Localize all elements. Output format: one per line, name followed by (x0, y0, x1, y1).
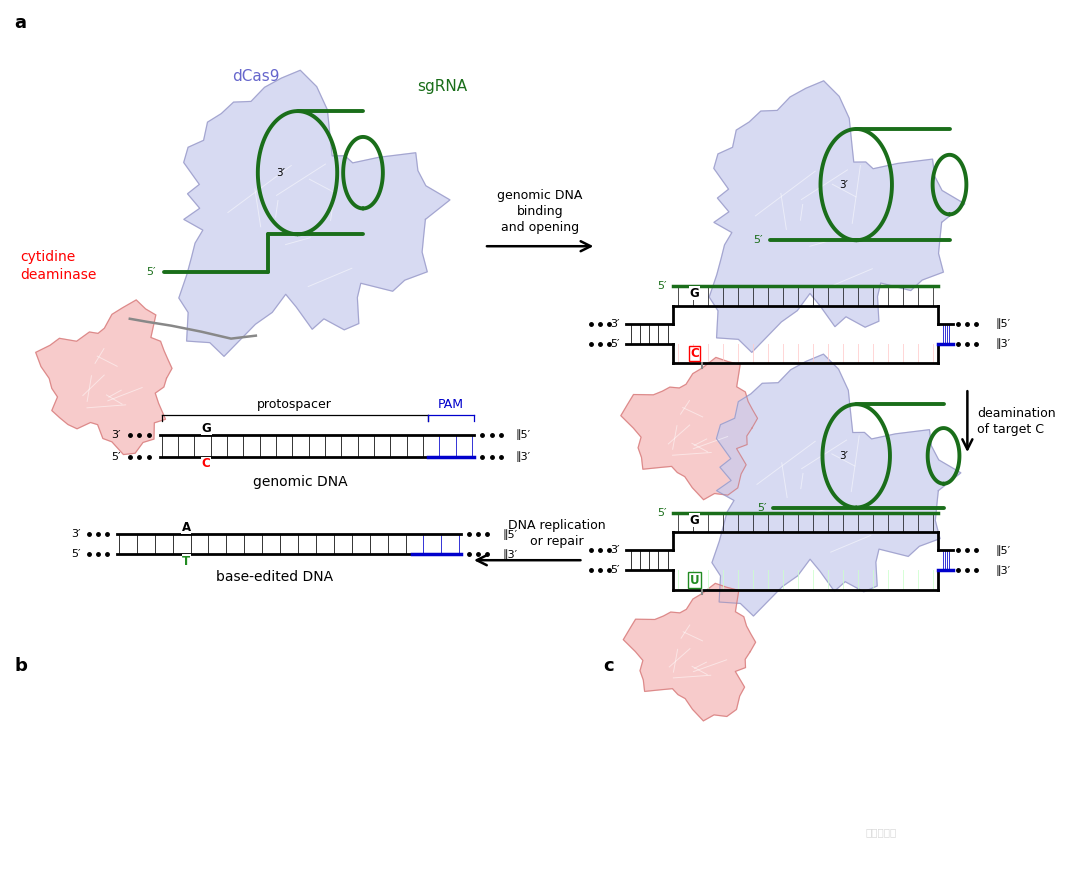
Text: 3′: 3′ (610, 319, 620, 329)
Text: C: C (202, 457, 211, 471)
Text: T: T (183, 554, 190, 567)
Text: 仪器信息网: 仪器信息网 (865, 828, 896, 837)
Text: 3′: 3′ (610, 546, 620, 555)
Text: deamination
of target C: deamination of target C (977, 407, 1056, 436)
Text: c: c (603, 656, 613, 675)
Text: 5′: 5′ (754, 235, 762, 245)
Text: sgRNA: sgRNA (418, 79, 468, 93)
Polygon shape (623, 583, 756, 721)
Text: ∥5′: ∥5′ (995, 545, 1010, 556)
Text: genomic DNA
binding
and opening: genomic DNA binding and opening (498, 189, 583, 234)
Text: A: A (181, 521, 191, 534)
Text: 3′: 3′ (71, 529, 81, 540)
Text: G: G (690, 513, 700, 526)
Text: protospacer: protospacer (257, 398, 332, 411)
Text: ∥5′: ∥5′ (995, 319, 1010, 329)
Text: 5′: 5′ (657, 281, 666, 291)
Text: dCas9: dCas9 (232, 69, 280, 85)
Text: ∥3′: ∥3′ (995, 565, 1010, 575)
Text: 3′: 3′ (111, 430, 121, 440)
Polygon shape (179, 70, 450, 356)
Text: 5′: 5′ (757, 503, 767, 512)
Text: G: G (201, 422, 211, 435)
Polygon shape (36, 300, 172, 455)
Text: a: a (15, 14, 27, 31)
Text: 5′: 5′ (111, 452, 121, 462)
Text: C: C (690, 347, 699, 360)
Text: cytidine
deaminase: cytidine deaminase (21, 250, 97, 282)
Text: PAM: PAM (437, 398, 463, 411)
Text: base-edited DNA: base-edited DNA (216, 570, 333, 584)
Text: ∥5′: ∥5′ (516, 430, 531, 441)
Polygon shape (712, 354, 961, 616)
Text: 5′: 5′ (71, 549, 81, 560)
Text: 5′: 5′ (610, 565, 620, 575)
Text: ∥5′: ∥5′ (503, 529, 518, 540)
Text: DNA replication
or repair: DNA replication or repair (509, 519, 606, 548)
Text: ∥3′: ∥3′ (516, 451, 531, 463)
Text: b: b (15, 656, 28, 675)
Text: 3′: 3′ (839, 450, 848, 461)
Text: ∥3′: ∥3′ (503, 549, 518, 560)
Text: 5′: 5′ (610, 339, 620, 348)
Polygon shape (710, 81, 964, 353)
Text: ∥3′: ∥3′ (995, 338, 1010, 349)
Text: 5′: 5′ (146, 267, 156, 277)
Polygon shape (621, 357, 757, 499)
Text: U: U (690, 574, 699, 587)
Text: 3′: 3′ (839, 180, 848, 189)
Text: G: G (690, 287, 700, 300)
Text: genomic DNA: genomic DNA (253, 475, 348, 489)
Text: 3′: 3′ (276, 168, 285, 178)
Text: 5′: 5′ (657, 507, 666, 518)
